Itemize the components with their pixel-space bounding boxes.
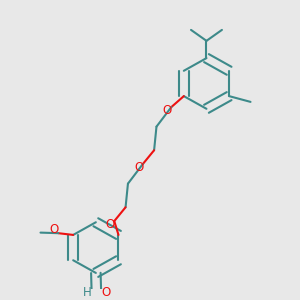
Text: O: O [50,223,59,236]
Text: O: O [106,218,115,231]
Text: O: O [163,104,172,117]
Text: H: H [82,286,91,299]
Text: O: O [134,161,144,174]
Text: O: O [101,286,111,299]
